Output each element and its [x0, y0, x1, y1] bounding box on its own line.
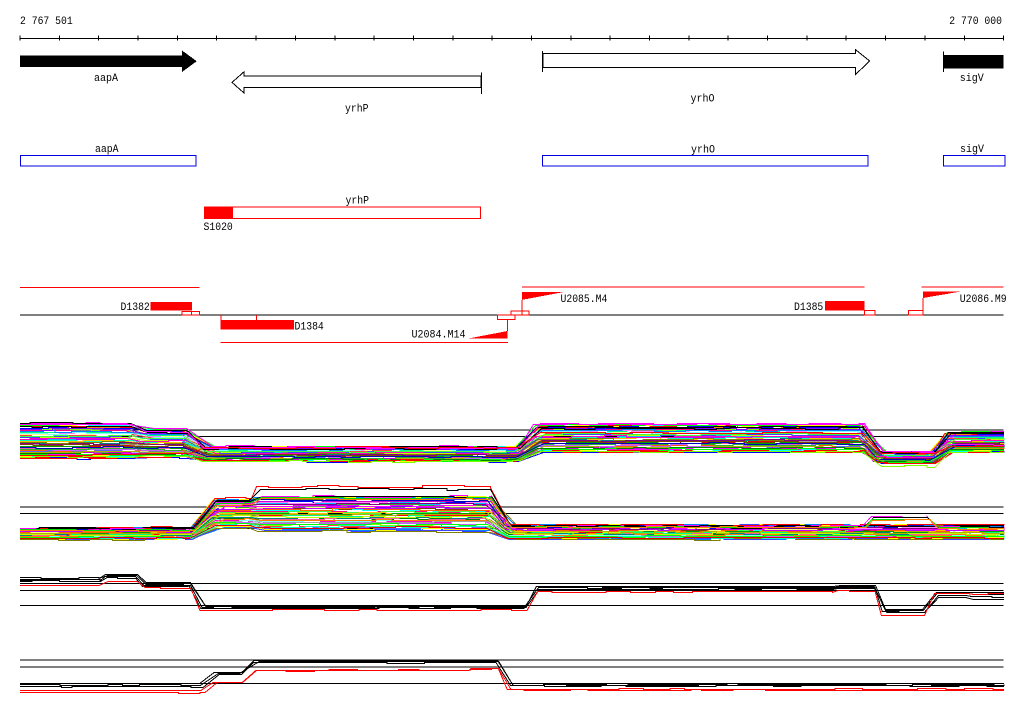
svg-text:U2084.M14: U2084.M14	[412, 330, 466, 342]
svg-text:D1382: D1382	[121, 302, 150, 314]
svg-text:sigV: sigV	[960, 73, 984, 85]
svg-text:yrhP: yrhP	[346, 196, 370, 208]
svg-text:yrhP: yrhP	[345, 104, 369, 116]
svg-text:yrhO: yrhO	[691, 94, 715, 106]
svg-text:yrhO: yrhO	[691, 145, 715, 157]
svg-text:2 770 000: 2 770 000	[949, 16, 1002, 28]
svg-text:D1385: D1385	[794, 302, 823, 314]
svg-text:U2086.M9: U2086.M9	[960, 294, 1007, 306]
svg-text:2 767 501: 2 767 501	[20, 16, 73, 28]
svg-text:aapA: aapA	[95, 144, 119, 156]
svg-text:U2085.M4: U2085.M4	[561, 294, 608, 306]
svg-text:aapA: aapA	[94, 73, 118, 85]
svg-text:D1384: D1384	[295, 322, 325, 334]
svg-text:S1020: S1020	[204, 222, 233, 234]
svg-text:sigV: sigV	[960, 144, 984, 156]
